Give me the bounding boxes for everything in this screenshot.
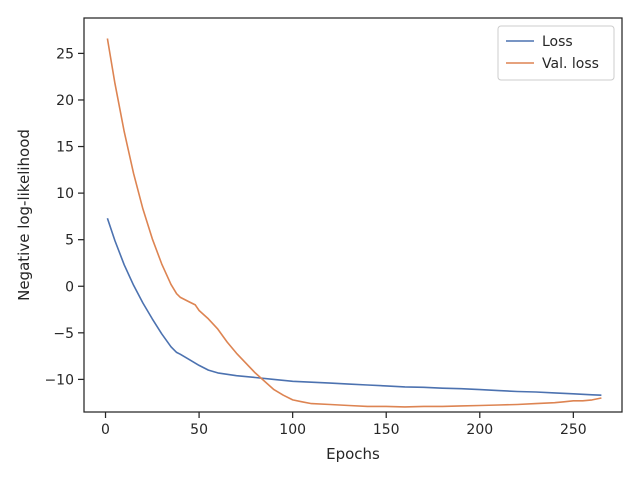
x-tick-label: 150 (373, 422, 400, 438)
x-tick-label: 100 (279, 422, 306, 438)
x-tick-label: 0 (101, 422, 110, 438)
ticks-layer: 0 50 100 150 200 250 −10 −5 0 5 10 15 20 25 (44, 46, 586, 438)
x-tick-label: 50 (190, 422, 208, 438)
legend-box (497, 25, 615, 81)
y-tick-label: 0 (65, 279, 74, 295)
y-tick-label: 5 (65, 233, 74, 249)
y-tick-label: 15 (56, 140, 74, 156)
series-line-loss (106, 218, 602, 396)
x-axis-label: Epochs (326, 445, 380, 463)
y-axis-label: Negative log-likelihood (15, 129, 33, 301)
y-tick-label: −10 (44, 372, 74, 388)
series-layer (106, 38, 602, 408)
legend-label: Val. loss (542, 56, 599, 72)
y-tick-label: 10 (56, 186, 74, 202)
series-line-val-loss (106, 38, 602, 408)
legend: Loss Val. loss (497, 25, 615, 81)
y-tick-label: 25 (56, 46, 74, 62)
y-tick-label: 20 (56, 93, 74, 109)
axes-frame (83, 17, 623, 413)
x-tick-label: 200 (466, 422, 493, 438)
legend-label: Loss (542, 34, 573, 50)
x-tick-label: 250 (560, 422, 587, 438)
y-tick-label: −5 (53, 326, 74, 342)
